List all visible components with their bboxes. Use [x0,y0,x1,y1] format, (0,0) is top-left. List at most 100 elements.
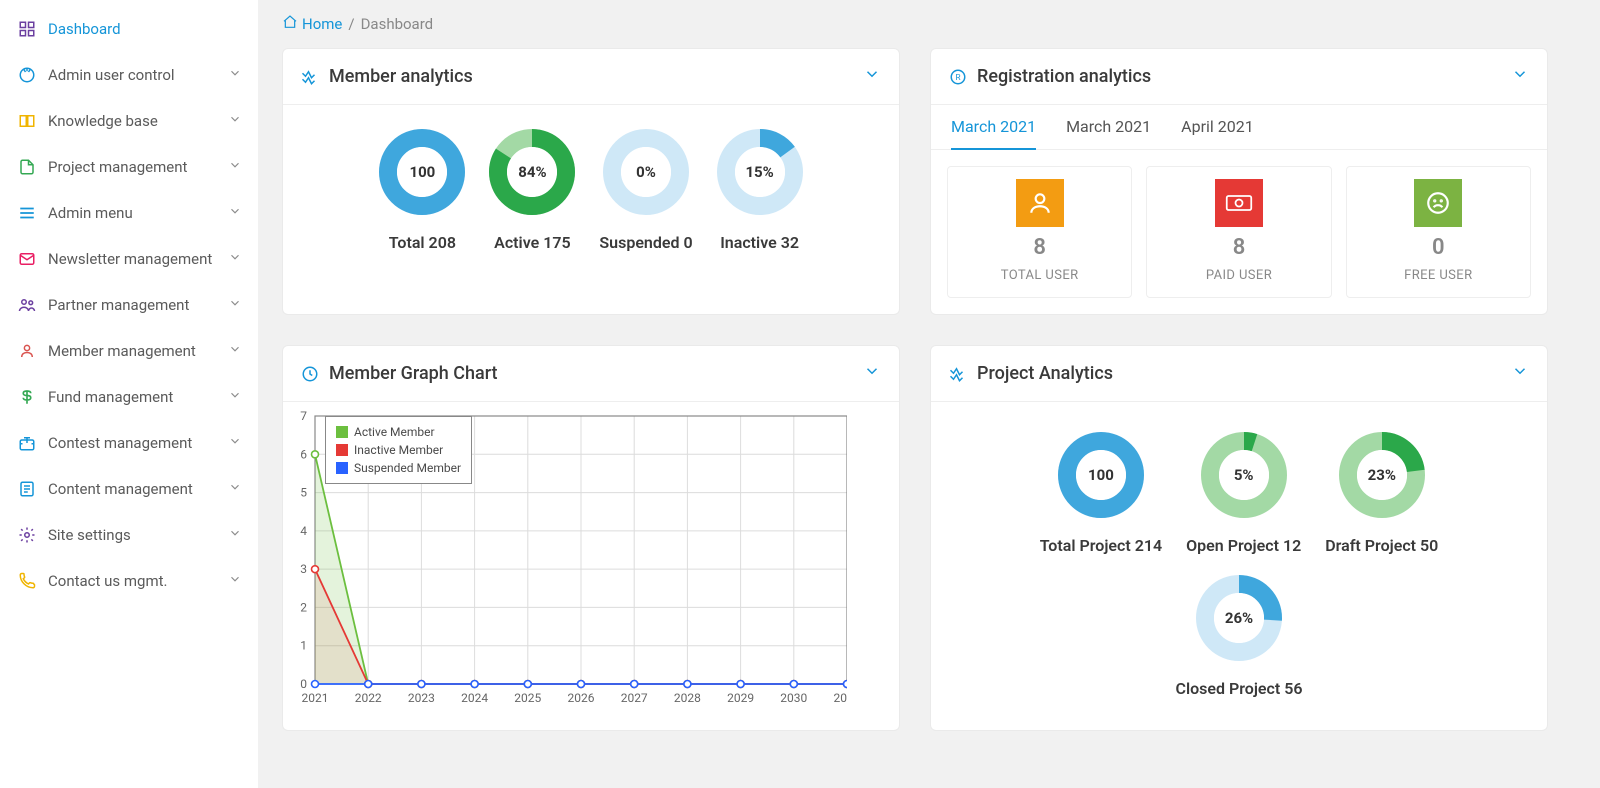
donut-center: 23% [1357,450,1407,500]
sidebar-item-label: Project management [48,158,228,176]
stat-card-total-user: 8TOTAL USER [947,166,1132,298]
donut-label: Draft Project 50 [1325,536,1438,555]
registration-analytics-title: Registration analytics [977,66,1511,87]
tab-march-2021[interactable]: March 2021 [951,117,1036,150]
donut-label: Total Project 214 [1040,536,1162,555]
sidebar-icon [16,202,38,224]
home-icon [282,14,298,34]
donut: 0% Suspended 0 [599,129,692,252]
sidebar-item-label: Member management [48,342,228,360]
sidebar-item-fund-management[interactable]: Fund management [0,374,258,420]
registration-analytics-card: R Registration analytics March 2021March… [930,48,1548,315]
registration-tabs: March 2021 March 2021 April 2021 [931,105,1547,150]
donut: 100Total 208 [379,129,465,252]
member-analytics-title: Member analytics [329,66,863,87]
breadcrumb-home[interactable]: Home [282,14,342,34]
sidebar-item-label: Site settings [48,526,228,544]
sidebar-icon [16,156,38,178]
sad-icon [1414,179,1462,227]
sidebar-item-label: Contact us mgmt. [48,572,228,590]
donut-label: Total 208 [389,233,456,252]
tab-march-2021[interactable]: March 2021 [1066,117,1151,149]
breadcrumb-sep: / [348,15,354,33]
sidebar-icon [16,386,38,408]
svg-text:3: 3 [300,562,307,576]
sidebar-icon [16,294,38,316]
chart-legend: Active MemberInactive MemberSuspended Me… [325,416,472,484]
stat-label: PAID USER [1206,268,1272,283]
sidebar-item-site-settings[interactable]: Site settings [0,512,258,558]
sidebar-item-label: Dashboard [48,20,242,38]
sidebar-item-dashboard[interactable]: Dashboard [0,6,258,52]
stat-value: 8 [1233,235,1246,260]
chevron-down-icon [228,66,242,84]
chevron-down-icon[interactable] [863,65,881,88]
donut: 5%Open Project 12 [1186,432,1301,555]
svg-text:2023: 2023 [408,691,435,705]
donut-center: 0% [621,147,671,197]
analytics-icon [949,365,967,383]
tab-april-2021[interactable]: April 2021 [1181,117,1254,149]
analytics-icon [301,68,319,86]
donut: 23% Draft Project 50 [1325,432,1438,555]
donut-label: Suspended 0 [599,233,692,252]
chevron-down-icon [228,296,242,314]
donut-label: Inactive 32 [720,233,799,252]
sidebar-item-knowledge-base[interactable]: Knowledge base [0,98,258,144]
svg-text:2024: 2024 [461,691,488,705]
sidebar-icon [16,64,38,86]
svg-text:2026: 2026 [568,691,595,705]
chevron-down-icon [228,112,242,130]
svg-text:R: R [955,73,960,83]
sidebar-icon [16,570,38,592]
breadcrumb-home-label: Home [302,15,342,33]
member-analytics-body: 100Total 208 84%Active 175 0% Suspended 0 15… [283,105,899,282]
svg-text:2021: 2021 [302,691,329,705]
chevron-down-icon [228,158,242,176]
sidebar-item-newsletter-management[interactable]: Newsletter management [0,236,258,282]
sidebar-item-project-management[interactable]: Project management [0,144,258,190]
sidebar-item-member-management[interactable]: Member management [0,328,258,374]
stat-card-free-user: 0 FREE USER [1346,166,1531,298]
svg-text:1: 1 [300,639,307,653]
chevron-down-icon[interactable] [1511,65,1529,88]
svg-text:2025: 2025 [514,691,541,705]
svg-text:2: 2 [300,600,307,614]
donut: 84%Active 175 [489,129,575,252]
sidebar-item-label: Fund management [48,388,228,406]
legend-item: Active Member [336,423,461,441]
chevron-down-icon[interactable] [863,362,881,385]
stat-value: 8 [1033,235,1046,260]
sidebar-item-partner-management[interactable]: Partner management [0,282,258,328]
svg-text:2027: 2027 [621,691,648,705]
svg-text:4: 4 [300,524,307,538]
sidebar-item-content-management[interactable]: Content management [0,466,258,512]
donut-center: 15% [735,147,785,197]
sidebar-icon [16,340,38,362]
donut-label: Open Project 12 [1186,536,1301,555]
sidebar-item-label: Knowledge base [48,112,228,130]
donut: 15% Inactive 32 [717,129,803,252]
donut: 26%Closed Project 56 [1175,575,1302,698]
breadcrumb-current: Dashboard [361,15,434,33]
sidebar-icon [16,248,38,270]
chevron-down-icon[interactable] [1511,362,1529,385]
sidebar-icon [16,110,38,132]
clock-chart-icon [301,365,319,383]
chevron-down-icon [228,342,242,360]
project-analytics-body: 100Total Project 2145%Open Project 1223%… [931,402,1547,730]
sidebar-item-contact-us-mgmt-[interactable]: Contact us mgmt. [0,558,258,604]
svg-text:7: 7 [300,409,307,423]
sidebar-item-contest-management[interactable]: Contest management [0,420,258,466]
cash-icon [1215,179,1263,227]
stat-label: FREE USER [1404,268,1472,283]
sidebar-item-admin-menu[interactable]: Admin menu [0,190,258,236]
member-graph-body: 0123456720212022202320242025202620272028… [283,402,899,716]
member-analytics-card: Member analytics 100Total 208 84%Active 1… [282,48,900,315]
stat-value: 0 [1432,235,1445,260]
sidebar-item-label: Newsletter management [48,250,228,268]
donut-label: Closed Project 56 [1175,679,1302,698]
sidebar-item-admin-user-control[interactable]: Admin user control [0,52,258,98]
svg-text:2029: 2029 [727,691,754,705]
sidebar-icon [16,478,38,500]
